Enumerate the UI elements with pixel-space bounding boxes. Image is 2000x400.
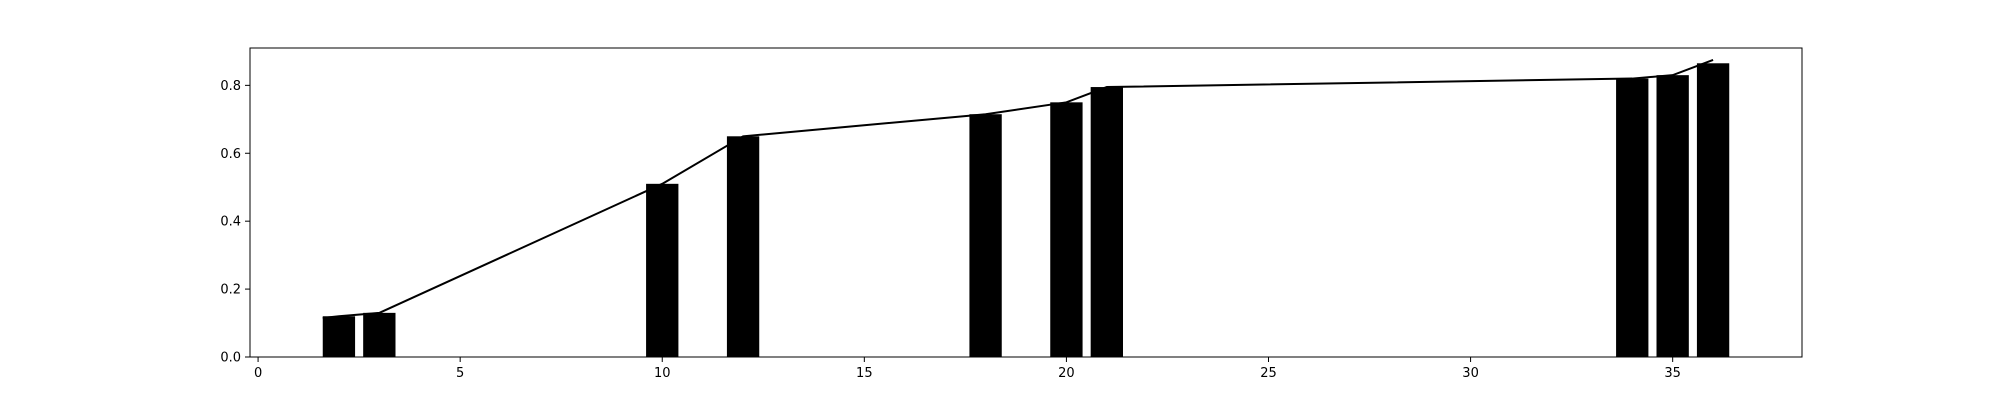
x-tick-label-15: 15 bbox=[856, 366, 873, 381]
x-tick-label-20: 20 bbox=[1058, 366, 1075, 381]
bar-0 bbox=[322, 316, 356, 357]
x-tick-label-0: 0 bbox=[254, 366, 262, 381]
x-tick-label-35: 35 bbox=[1664, 366, 1681, 381]
bar-3 bbox=[726, 136, 760, 357]
bar-1 bbox=[363, 312, 396, 357]
x-tick-label-25: 25 bbox=[1260, 366, 1277, 381]
y-tick-label-4: 0.8 bbox=[220, 79, 241, 94]
x-tick-label-10: 10 bbox=[654, 366, 671, 381]
y-tick-label-0: 0.0 bbox=[220, 351, 241, 366]
y-tick-label-2: 0.4 bbox=[220, 215, 241, 230]
bar-8 bbox=[1656, 75, 1689, 357]
bar-6 bbox=[1090, 87, 1123, 358]
bar-7 bbox=[1616, 78, 1649, 357]
plot-frame bbox=[249, 47, 1803, 358]
y-tick-label-3: 0.6 bbox=[220, 147, 241, 162]
y-tick-label-1: 0.2 bbox=[220, 283, 241, 298]
x-tick-label-5: 5 bbox=[456, 366, 464, 381]
x-axis: 0 5 10 15 20 25 30 35 bbox=[254, 357, 1681, 381]
line-layer bbox=[322, 58, 1714, 319]
x-tick-label-30: 30 bbox=[1462, 366, 1479, 381]
series-line bbox=[322, 58, 1714, 319]
bars bbox=[322, 63, 1730, 358]
y-axis: 0.0 0.2 0.4 0.6 0.8 bbox=[220, 79, 250, 366]
bar-5 bbox=[1050, 102, 1083, 357]
bar-4 bbox=[969, 114, 1002, 358]
bar-2 bbox=[646, 183, 679, 357]
bar-9 bbox=[1696, 63, 1730, 357]
